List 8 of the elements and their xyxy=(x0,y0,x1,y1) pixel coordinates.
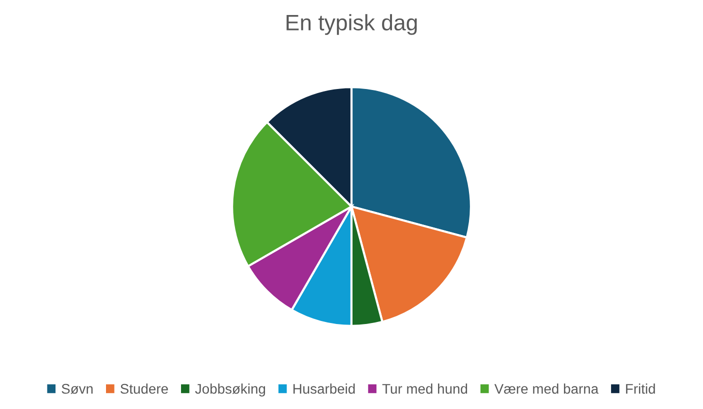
legend-label: Søvn xyxy=(62,384,93,394)
legend-label: Fritid xyxy=(626,384,655,394)
legend-label: Jobbsøking xyxy=(195,384,266,396)
legend-label: Studere xyxy=(120,384,168,394)
legend-label: Husarbeid xyxy=(293,384,355,394)
legend-label: Være med barna xyxy=(494,384,599,394)
chart-title: En typisk dag xyxy=(286,14,417,35)
legend-label: Tur med hund xyxy=(382,384,468,394)
